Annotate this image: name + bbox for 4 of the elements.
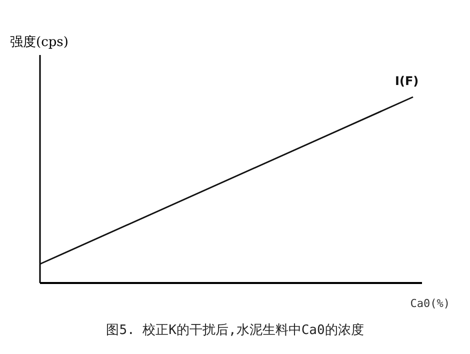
series-label: I(F) — [395, 74, 419, 88]
y-axis-title: 强度(cps) — [10, 34, 68, 50]
text: 图5. 校正K的干扰后,水泥生料中Ca0的浓度 — [106, 322, 364, 338]
x-axis-title: Ca0(%) — [410, 297, 450, 310]
